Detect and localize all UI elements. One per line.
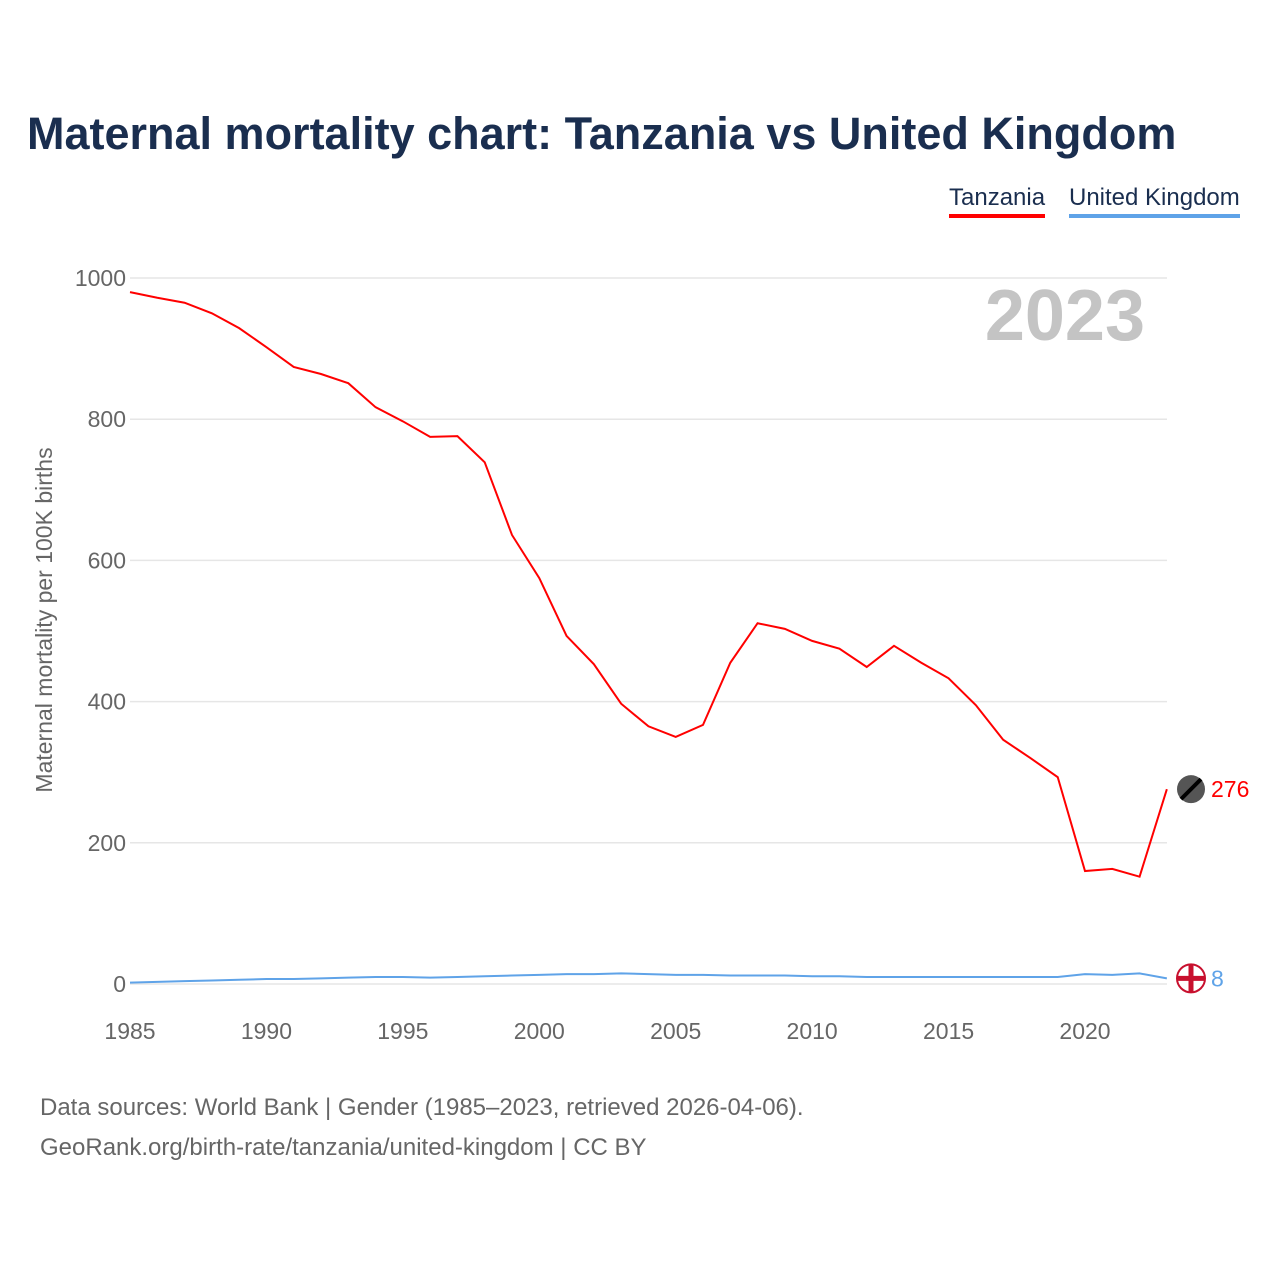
x-tick-label: 2005 bbox=[650, 1018, 701, 1044]
year-watermark: 2023 bbox=[985, 276, 1145, 356]
end-value-label: 8 bbox=[1211, 965, 1224, 991]
series-line-united-kingdom bbox=[129, 972, 1168, 984]
source-link[interactable]: GeoRank.org/birth-rate/tanzania/united-k… bbox=[40, 1134, 647, 1161]
y-tick-label: 600 bbox=[88, 547, 126, 573]
chart-title: Maternal mortality chart: Tanzania vs Un… bbox=[27, 108, 1177, 159]
y-tick-label: 1000 bbox=[75, 265, 126, 291]
legend-tanzania[interactable]: Tanzania bbox=[949, 184, 1046, 218]
x-tick-label: 1995 bbox=[377, 1018, 428, 1044]
y-tick-label: 800 bbox=[88, 406, 126, 432]
series-line-tanzania bbox=[129, 291, 1168, 878]
x-tick-label: 2000 bbox=[514, 1018, 565, 1044]
source-line: Data sources: World Bank | Gender (1985–… bbox=[40, 1094, 804, 1121]
x-tick-label: 2010 bbox=[787, 1018, 838, 1044]
flag-stripe bbox=[1179, 777, 1203, 801]
legend-united-kingdom[interactable]: United Kingdom bbox=[1069, 184, 1240, 218]
y-axis-label: Maternal mortality per 100K births bbox=[31, 447, 57, 792]
y-tick-label: 400 bbox=[88, 689, 126, 715]
x-tick-label: 2015 bbox=[923, 1018, 974, 1044]
source-note: Data sources: World Bank | Gender (1985–… bbox=[40, 1088, 804, 1168]
x-tick-label: 1985 bbox=[104, 1018, 155, 1044]
x-tick-label: 1990 bbox=[241, 1018, 292, 1044]
end-value-label: 276 bbox=[1211, 776, 1249, 802]
y-tick-label: 0 bbox=[113, 971, 126, 997]
y-tick-label: 200 bbox=[88, 830, 126, 856]
x-tick-label: 2020 bbox=[1059, 1018, 1110, 1044]
